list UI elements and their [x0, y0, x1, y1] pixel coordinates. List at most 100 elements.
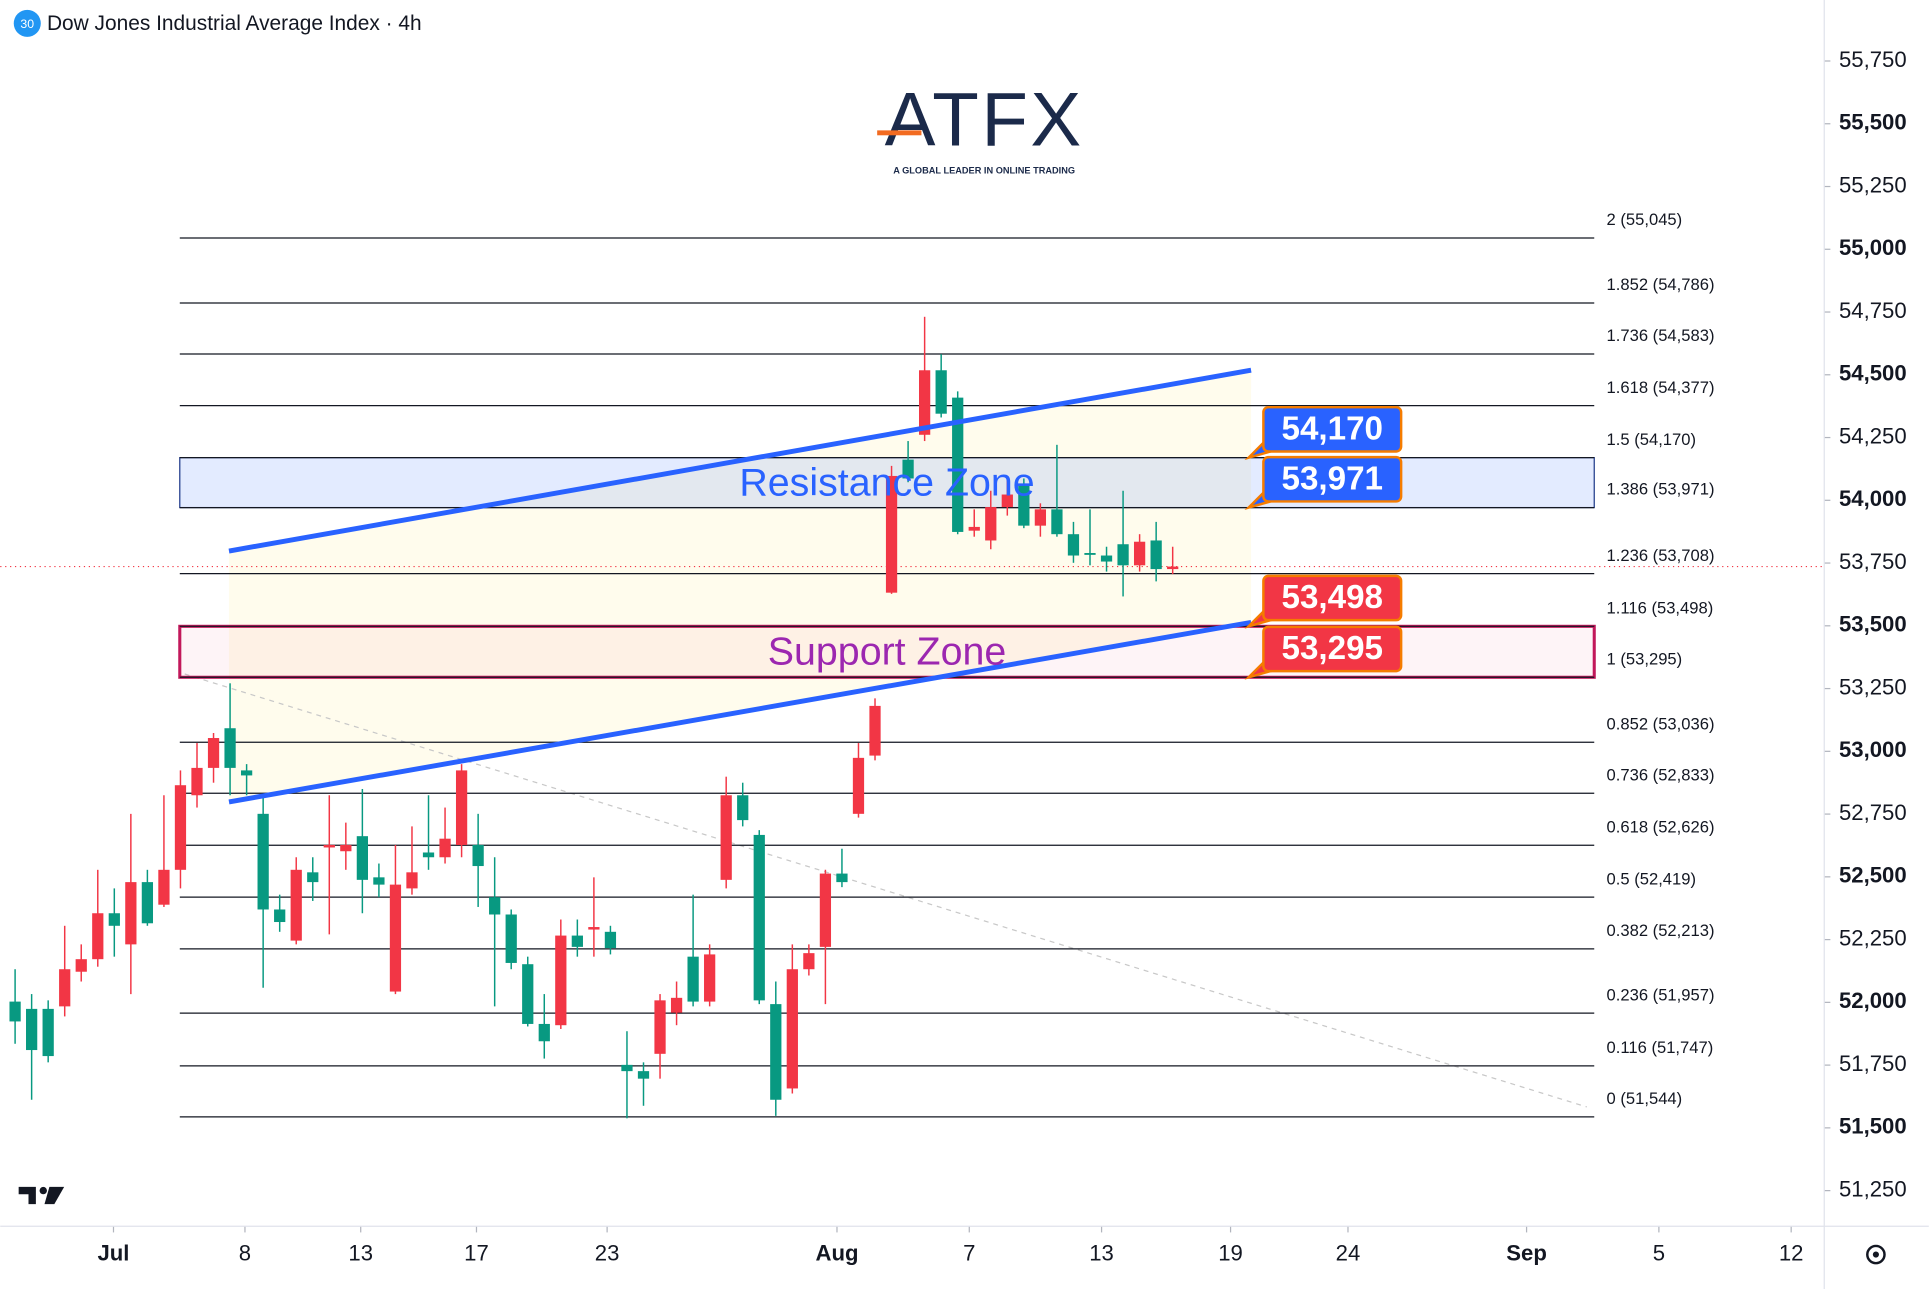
x-tick-label: 13 [1089, 1240, 1114, 1265]
candle-body [141, 882, 154, 924]
y-tick-label: 53,500 [1839, 612, 1907, 637]
y-tick-label: 52,000 [1839, 988, 1907, 1013]
symbol-badge [13, 9, 41, 37]
zone-label: Resistance Zone [739, 460, 1034, 504]
candle-body [836, 873, 848, 883]
fib-label: 0.5 (52,419) [1607, 869, 1696, 888]
candle-body [1117, 544, 1129, 566]
fib-label: 1.852 (54,786) [1607, 275, 1715, 294]
candle-body [274, 909, 286, 923]
fib-label: 0.236 (51,957) [1607, 985, 1715, 1004]
y-tick-label: 51,750 [1839, 1051, 1907, 1076]
candle-body [621, 1064, 633, 1072]
candle-body [1084, 553, 1096, 555]
candle-body [803, 953, 815, 970]
candle-body [240, 770, 253, 776]
settings-icon[interactable] [1866, 1244, 1886, 1265]
callout-box [1262, 625, 1403, 673]
candle-body [604, 931, 617, 949]
channel-upper [228, 367, 1252, 554]
candle-body [75, 959, 87, 972]
x-tick-label: 13 [348, 1240, 373, 1265]
candle-body [42, 1008, 54, 1057]
candle-body [522, 964, 534, 1024]
candle-body [885, 475, 898, 593]
x-tick-label: Jul [98, 1240, 130, 1265]
candle-body [1133, 541, 1146, 566]
candle-body [1051, 509, 1063, 535]
fib-label: 1.386 (53,971) [1607, 480, 1715, 499]
candle-body [26, 1008, 38, 1051]
candle-body [704, 954, 716, 1002]
candle-body [207, 738, 220, 768]
candle-body [422, 852, 435, 858]
y-tick-label: 55,250 [1839, 172, 1907, 197]
fib-label: 0.618 (52,626) [1607, 817, 1715, 836]
x-tick-label: 8 [239, 1240, 251, 1265]
candles [9, 316, 1179, 1119]
symbol-badge-text: 30 [20, 17, 34, 31]
candle-body [108, 913, 120, 926]
y-tick-label: 55,500 [1839, 110, 1907, 135]
front-layer: 51,250 51,500 51,750 52,000 52,250 52,500 52,7… [98, 47, 1907, 1266]
callout-box [1262, 455, 1403, 503]
fib-label: 0.116 (51,747) [1607, 1038, 1714, 1057]
y-tick-label: 52,500 [1839, 863, 1907, 888]
fib-label: 1.618 (54,377) [1607, 378, 1715, 397]
candle-body [505, 914, 517, 963]
x-tick-label: Sep [1506, 1240, 1547, 1265]
y-tick-label: 53,000 [1839, 737, 1907, 762]
x-tick-label: 17 [464, 1240, 489, 1265]
candle-body [59, 969, 71, 1007]
candle-body [191, 767, 203, 796]
candle-body [753, 834, 765, 1001]
candle-body [786, 969, 798, 1089]
candle-body [637, 1071, 650, 1079]
candle-body [1167, 566, 1179, 570]
tradingview-logo [18, 1186, 65, 1205]
callout-label: 53,971 [1282, 460, 1384, 497]
y-tick-label: 54,750 [1839, 298, 1907, 323]
candle-body [455, 770, 468, 845]
candle-body [323, 844, 335, 848]
candle-body [1067, 534, 1080, 556]
y-tick-label: 52,750 [1839, 800, 1907, 825]
channel-lower [228, 619, 1252, 805]
callout-box [1262, 405, 1403, 453]
candle-body [588, 927, 600, 930]
fib-label: 0 (51,544) [1607, 1089, 1683, 1108]
fib-label: 0.736 (52,833) [1607, 765, 1715, 784]
candle-body [919, 370, 931, 435]
candle-body [555, 935, 567, 1026]
candle-body [1100, 555, 1113, 562]
candle-body [935, 370, 947, 414]
y-tick-label: 51,500 [1839, 1114, 1907, 1139]
y-tick-label: 54,250 [1839, 423, 1907, 448]
candle-body [852, 757, 865, 814]
candle-body [356, 836, 368, 880]
candle-body [92, 913, 104, 960]
callout-box [1262, 574, 1403, 622]
candle-body [538, 1023, 550, 1042]
x-tick-label: 23 [595, 1240, 620, 1265]
candle-body [158, 869, 170, 905]
x-tick-label: 12 [1779, 1240, 1804, 1265]
candle-body [290, 869, 302, 941]
watermark-tagline: A GLOBAL LEADER IN ONLINE TRADING [893, 165, 1075, 175]
candle-body [720, 795, 732, 880]
y-tick-label: 54,000 [1839, 486, 1907, 511]
candle-body [489, 897, 501, 915]
candle-body [439, 838, 451, 858]
candle-body [968, 526, 980, 531]
callout-label: 54,170 [1282, 410, 1384, 447]
candle-body [174, 785, 187, 870]
fib-label: 0.852 (53,036) [1607, 714, 1715, 733]
y-tick-label: 52,250 [1839, 925, 1907, 950]
fib-label: 1.116 (53,498) [1607, 598, 1714, 617]
watermark-logo: ATFX [885, 78, 1084, 163]
candle-body [307, 872, 319, 883]
x-tick-label: 24 [1336, 1240, 1361, 1265]
x-tick-label: Aug [815, 1240, 858, 1265]
